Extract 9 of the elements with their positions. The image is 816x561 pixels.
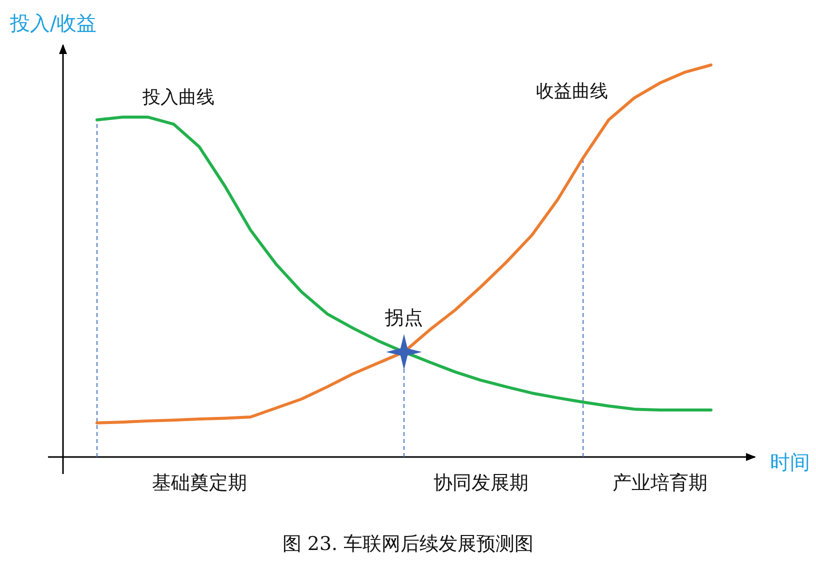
xlabel: 时间 — [770, 450, 810, 474]
series-name: 收益曲线 — [536, 81, 608, 102]
ylabel: 投入/收益 — [10, 11, 97, 35]
x-tick: 基础奠定期 — [152, 472, 247, 494]
series-name: 投入曲线 — [142, 87, 215, 108]
caption: 图 23. 车联网后续发展预测图 — [282, 533, 534, 555]
x-tick: 协同发展期 — [433, 472, 528, 494]
x-tick: 产业培育期 — [612, 472, 708, 494]
annotation: 拐点 — [385, 306, 423, 329]
